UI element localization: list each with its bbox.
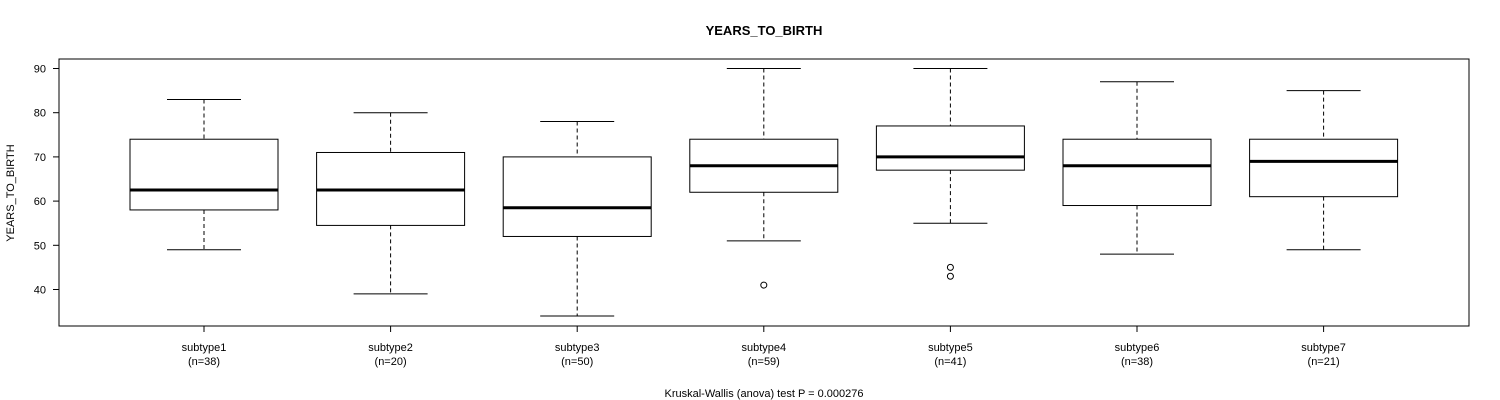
x-tick-label-subtype3: subtype3 — [555, 342, 600, 354]
y-tick-label: 90 — [34, 64, 46, 76]
x-tick-label-subtype7: subtype7 — [1301, 342, 1346, 354]
x-tick-label-subtype4: subtype4 — [741, 342, 786, 354]
iqr-box — [129, 138, 279, 211]
box-subtype5 — [875, 68, 1025, 280]
outlier-point — [946, 263, 954, 271]
x-tick-label-subtype2: subtype2 — [368, 342, 413, 354]
box-subtype4 — [689, 68, 839, 289]
x-tick-count-subtype2: (n=20) — [375, 356, 407, 368]
iqr-box — [1249, 138, 1399, 198]
y-tick-label: 80 — [34, 108, 46, 120]
y-axis-label: YEARS_TO_BIRTH — [5, 144, 17, 241]
outlier-point — [760, 281, 768, 289]
iqr-box — [875, 125, 1025, 171]
iqr-box — [1062, 138, 1212, 207]
box-subtype7 — [1249, 90, 1399, 251]
box-subtype3 — [502, 121, 652, 317]
y-tick-label: 40 — [34, 285, 46, 297]
x-tick-label-subtype1: subtype1 — [182, 342, 227, 354]
y-tick-label: 50 — [34, 240, 46, 252]
chart-title: YEARS_TO_BIRTH — [706, 23, 823, 38]
box-subtype1 — [129, 98, 279, 251]
x-tick-count-subtype3: (n=50) — [561, 356, 593, 368]
y-tick-label: 70 — [34, 152, 46, 164]
box-subtype6 — [1062, 81, 1212, 255]
box-subtype2 — [316, 112, 466, 295]
box-groups — [129, 68, 1399, 317]
x-tick-count-subtype5: (n=41) — [934, 356, 966, 368]
x-tick-count-subtype1: (n=38) — [188, 356, 220, 368]
y-axis: 40 50 60 70 80 90 — [34, 64, 60, 297]
outlier-point — [946, 272, 954, 280]
x-tick-label-subtype6: subtype6 — [1115, 342, 1160, 354]
x-tick-label-subtype5: subtype5 — [928, 342, 973, 354]
x-tick-count-subtype7: (n=21) — [1308, 356, 1340, 368]
test-statistic-footer: Kruskal-Wallis (anova) test P = 0.000276 — [664, 388, 863, 400]
x-tick-count-subtype6: (n=38) — [1121, 356, 1153, 368]
y-tick-label: 60 — [34, 196, 46, 208]
iqr-box — [502, 156, 652, 237]
x-axis-labels: subtype1 (n=38) subtype2 (n=20) subtype3 (n=5… — [182, 326, 1346, 368]
x-tick-count-subtype4: (n=59) — [748, 356, 780, 368]
